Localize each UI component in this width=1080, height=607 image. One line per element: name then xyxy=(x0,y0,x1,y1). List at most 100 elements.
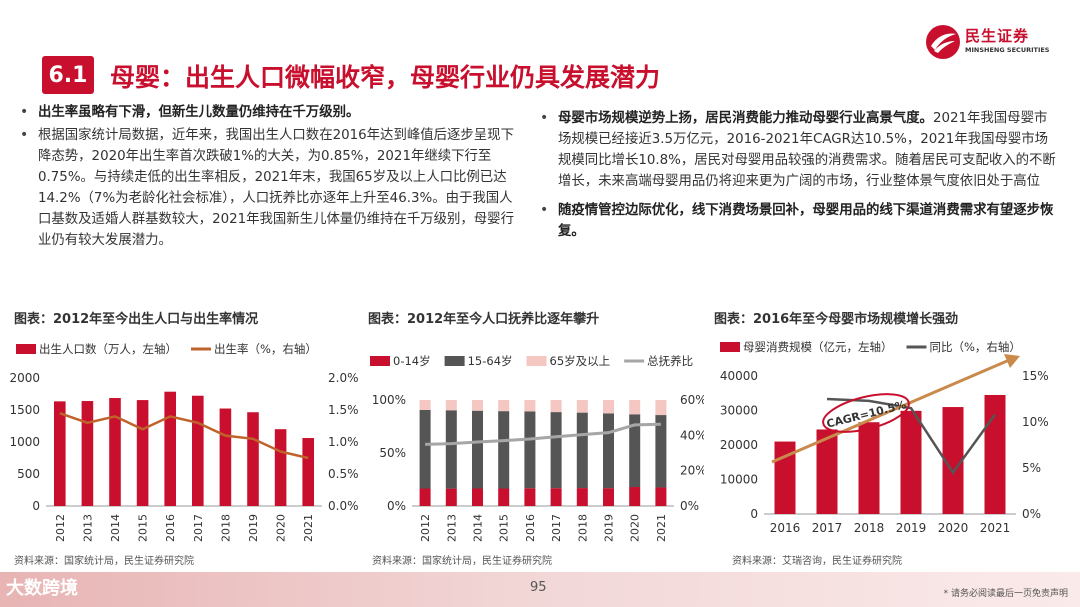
bar-market-2020 xyxy=(942,407,964,514)
x-tick-label: 2018 xyxy=(219,514,232,542)
x-tick-label: 2014 xyxy=(472,514,485,542)
x-tick-label: 2019 xyxy=(247,514,260,542)
bar-age-1-2016 xyxy=(524,411,536,489)
x-tick-label: 2014 xyxy=(109,514,122,542)
legend-label: 15-64岁 xyxy=(468,354,513,368)
bar-births-2019 xyxy=(247,412,259,506)
bar-age-0-2017 xyxy=(550,488,562,506)
bar-market-2018 xyxy=(858,422,880,514)
bar-age-0-2019 xyxy=(602,488,615,506)
legend-label: 0-14岁 xyxy=(393,354,431,368)
bar-age-2-2015 xyxy=(498,400,510,412)
x-tick-label: 2015 xyxy=(137,514,150,542)
bar-age-2-2013 xyxy=(445,400,457,411)
bar-age-2-2019 xyxy=(602,400,615,414)
bar-births-2012 xyxy=(54,401,66,506)
cagr-arrowhead-icon xyxy=(1004,354,1020,368)
bar-age-1-2017 xyxy=(550,412,562,489)
chart-1-source: 资料来源：国家统计局，民生证券研究院 xyxy=(14,556,194,567)
x-tick-label: 2017 xyxy=(192,514,205,542)
x-tick-label: 2016 xyxy=(164,514,177,542)
chart-3-title: 图表：2016年至今母婴市场规模增长强劲 xyxy=(714,312,959,327)
y-left-tick-label: 1000 xyxy=(10,435,40,449)
left-bullet-2-text: 根据国家统计局数据，近年来，我国出生人口数在2016年达到峰值后逐步呈现下降态势… xyxy=(38,128,514,248)
y-left-tick-label: 2000 xyxy=(10,371,40,385)
y-right-tick-label: 20% xyxy=(680,464,704,478)
bar-age-1-2015 xyxy=(498,411,510,489)
right-bullet-2: • 随疫情管控边际优化，线下消费场景回补，母婴用品的线下渠道消费需求有望逐步恢复… xyxy=(538,200,1060,242)
bar-age-2-2017 xyxy=(550,400,562,413)
section-badge: 6.1 xyxy=(42,56,94,94)
page-number: 95 xyxy=(530,580,547,595)
chart-3-market: 母婴消费规模（亿元，左轴） 同比（%，右轴） 0 10000 20000 30000 400… xyxy=(720,340,1049,535)
x-tick-label: 2015 xyxy=(498,514,511,542)
bar-births-2018 xyxy=(219,408,232,506)
right-bullet-1-text: 2021年我国母婴市场规模已经接近3.5万亿元，2016-2021年CAGR达1… xyxy=(558,111,1056,189)
bar-market-2021 xyxy=(984,394,1006,514)
x-tick-label: 2018 xyxy=(576,514,589,542)
brand-logo: 民生证券 MINSHENG SECURITIES xyxy=(925,24,1055,64)
legend-label: 母婴消费规模（亿元，左轴） xyxy=(743,340,893,354)
bar-age-1-2019 xyxy=(602,413,615,489)
bar-age-2-2016 xyxy=(524,400,536,412)
y-right-tick-label: 15% xyxy=(1022,369,1049,383)
bar-age-0-2018 xyxy=(576,488,588,506)
x-tick-label: 2016 xyxy=(770,521,801,535)
y-left-tick-label: 100% xyxy=(372,393,406,407)
bar-age-1-2012 xyxy=(419,409,431,489)
bar-births-2021 xyxy=(302,438,314,506)
bar-births-2015 xyxy=(136,400,149,506)
x-tick-label: 2012 xyxy=(419,514,432,542)
bar-births-2013 xyxy=(81,401,94,506)
bar-births-2020 xyxy=(274,429,287,506)
x-tick-label: 2013 xyxy=(445,514,458,542)
bar-age-1-2018 xyxy=(576,412,588,489)
x-tick-label: 2017 xyxy=(550,514,563,542)
y-right-tick-label: 1.5% xyxy=(328,403,359,417)
chart-2-dependency: 0-14岁 15-64岁 65岁及以上 总抚养比 0% 50% 100% 0% 20% 40% 60… xyxy=(370,354,704,542)
minsheng-logo-icon xyxy=(926,25,960,59)
bar-age-1-2013 xyxy=(445,410,457,489)
legend-swatch xyxy=(720,342,740,352)
brand-name-en: MINSHENG SECURITIES xyxy=(965,46,1050,54)
x-tick-label: 2021 xyxy=(302,514,315,542)
y-left-tick-label: 20000 xyxy=(720,438,758,452)
x-tick-label: 2019 xyxy=(896,521,927,535)
bar-age-2-2014 xyxy=(471,400,484,411)
chart-2-source: 资料来源：国家统计局，民生证券研究院 xyxy=(372,556,552,567)
y-left-tick-label: 10000 xyxy=(720,473,758,487)
x-tick-label: 2020 xyxy=(629,514,642,542)
y-right-tick-label: 1.0% xyxy=(328,435,359,449)
bar-age-2-2018 xyxy=(576,400,588,413)
x-tick-label: 2016 xyxy=(524,514,537,542)
legend-label: 总抚养比 xyxy=(647,354,693,368)
brand-name: 民生证券 xyxy=(965,27,1030,45)
x-tick-label: 2021 xyxy=(655,514,668,542)
bullet-dot-icon: • xyxy=(540,202,549,218)
legend-swatch xyxy=(444,356,465,366)
legend-swatch xyxy=(370,356,390,366)
left-bullet-1-text: 出生率虽略有下滑，但新生儿数量仍维持在千万级别。 xyxy=(38,105,360,120)
y-left-tick-label: 0% xyxy=(387,499,406,513)
bullet-dot-icon: • xyxy=(540,110,549,126)
y-right-tick-label: 2.0% xyxy=(328,371,359,385)
bar-age-0-2012 xyxy=(419,488,431,506)
x-tick-label: 2013 xyxy=(81,514,94,542)
legend-swatch xyxy=(526,356,547,366)
y-left-tick-label: 500 xyxy=(17,467,40,481)
y-left-tick-label: 30000 xyxy=(720,404,758,418)
legend-label: 出生率（%，右轴） xyxy=(214,342,317,356)
x-tick-label: 2020 xyxy=(938,521,969,535)
x-tick-label: 2021 xyxy=(980,521,1011,535)
y-left-tick-label: 50% xyxy=(379,446,406,460)
line-birth-rate xyxy=(59,412,309,460)
bar-age-1-2014 xyxy=(471,410,484,489)
y-right-tick-label: 60% xyxy=(680,393,704,407)
x-tick-label: 2012 xyxy=(54,514,67,542)
y-right-tick-label: 0.0% xyxy=(328,499,359,513)
bullet-dot-icon: • xyxy=(20,127,29,143)
right-text-column: • 母婴市场规模逆势上扬，居民消费能力推动母婴行业高景气度。2021年我国母婴市… xyxy=(538,108,1060,244)
left-bullet-2: • 根据国家统计局数据，近年来，我国出生人口数在2016年达到峰值后逐步呈现下降… xyxy=(18,125,524,251)
bar-age-1-2021 xyxy=(655,415,667,488)
page-title: 母婴：出生人口微幅收窄，母婴行业仍具发展潜力 xyxy=(110,63,661,92)
